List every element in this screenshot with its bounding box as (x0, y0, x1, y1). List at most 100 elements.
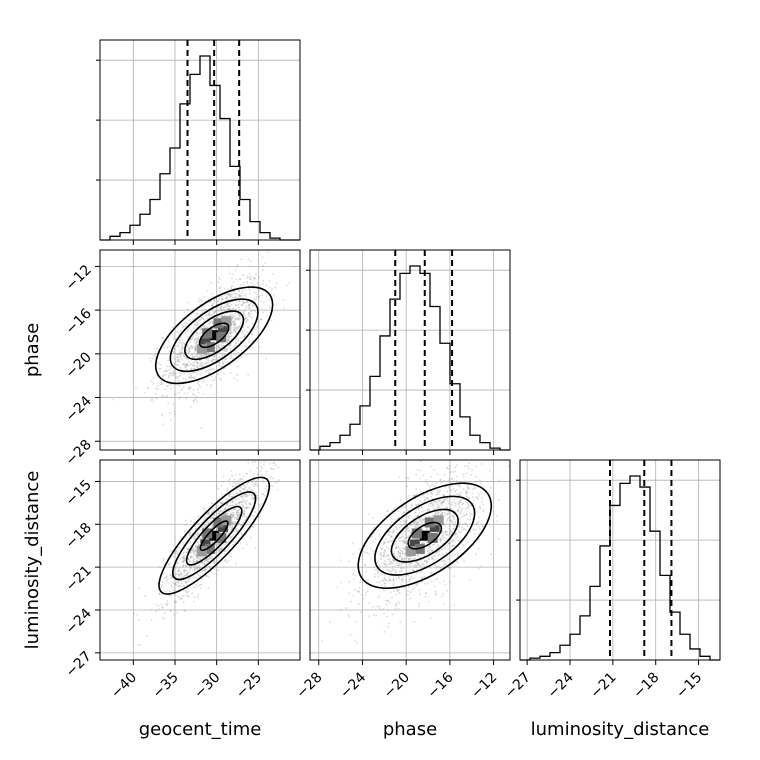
sample-point (231, 316, 234, 319)
sample-point (213, 299, 216, 302)
sample-point (252, 304, 254, 307)
sample-point (203, 563, 206, 565)
sample-point (177, 345, 180, 348)
sample-point (187, 310, 190, 312)
sample-point (179, 374, 182, 377)
sample-point (391, 613, 394, 616)
sample-point (194, 323, 197, 326)
sample-point (188, 560, 191, 563)
sample-point (251, 497, 254, 499)
panel-frame (309, 249, 511, 451)
sample-point (383, 589, 385, 592)
sample-point (418, 605, 420, 608)
sample-point (236, 518, 239, 521)
sample-point (185, 580, 188, 583)
sample-point (393, 506, 396, 509)
sample-point (207, 369, 210, 372)
sample-point (165, 590, 167, 593)
sample-point (192, 364, 194, 367)
sample-point (189, 341, 192, 344)
sample-point (254, 547, 257, 550)
sample-point (459, 485, 461, 488)
sample-point (175, 549, 178, 552)
sample-point (174, 537, 176, 539)
sample-point (181, 388, 183, 391)
sample-point (462, 528, 465, 531)
sample-point (254, 482, 257, 485)
sample-point (230, 293, 233, 295)
sample-point (431, 491, 433, 494)
sample-point (374, 537, 377, 540)
sample-point (462, 523, 464, 526)
sample-point (427, 549, 430, 552)
sample-point (187, 571, 190, 574)
sample-point (243, 294, 245, 297)
sample-point (237, 498, 240, 500)
sample-point (388, 558, 391, 561)
sample-point (168, 350, 171, 353)
sample-point (218, 342, 221, 344)
sample-point (433, 558, 436, 561)
sample-point (180, 351, 182, 354)
sample-point (181, 576, 184, 578)
sample-point (184, 569, 187, 571)
sample-point (478, 505, 481, 507)
sample-point (212, 358, 215, 360)
sample-point (221, 510, 224, 513)
sample-point (256, 467, 258, 469)
sample-point (239, 321, 242, 324)
sample-point (192, 399, 195, 402)
sample-point (184, 366, 187, 369)
sample-point (469, 515, 472, 517)
x-label-phase: phase (383, 719, 437, 740)
sample-point (235, 562, 238, 565)
sample-point (235, 332, 238, 335)
sample-point (220, 309, 223, 312)
sample-point (397, 545, 400, 548)
sample-point (228, 340, 231, 343)
sample-point (199, 356, 202, 358)
sample-point (242, 302, 245, 304)
sample-point (189, 385, 192, 388)
sample-point (245, 544, 248, 546)
sample-point (185, 581, 188, 584)
sample-point (197, 557, 200, 559)
sample-point (247, 258, 250, 261)
sample-point (415, 473, 418, 476)
density-cell (196, 344, 207, 355)
sample-point (213, 354, 216, 357)
sample-point (241, 533, 244, 536)
sample-point (212, 368, 215, 370)
sample-point (202, 318, 204, 321)
sample-point (185, 357, 188, 359)
sample-point (222, 475, 225, 478)
sample-point (451, 515, 454, 518)
sample-point (458, 523, 461, 525)
sample-point (181, 358, 183, 361)
sample-point (455, 561, 458, 563)
sample-point (270, 319, 273, 322)
sample-point (245, 305, 248, 307)
sample-point (429, 486, 432, 488)
sample-point (225, 296, 228, 299)
sample-point (221, 301, 223, 303)
sample-point (199, 329, 202, 332)
sample-point (190, 367, 193, 370)
sample-point (228, 347, 231, 350)
sample-point (170, 584, 173, 587)
sample-point (193, 345, 196, 348)
sample-point (155, 610, 157, 613)
sample-point (429, 505, 432, 507)
sample-point (240, 304, 243, 306)
sample-point (240, 295, 243, 297)
sample-point (196, 334, 198, 337)
sample-point (404, 533, 407, 536)
sample-point (211, 340, 214, 342)
sample-point (133, 612, 135, 615)
sample-point (236, 530, 238, 533)
sample-point (445, 468, 448, 470)
sample-point (183, 551, 185, 554)
sample-point (253, 497, 256, 500)
sample-point (356, 590, 359, 593)
sample-point (260, 465, 262, 468)
